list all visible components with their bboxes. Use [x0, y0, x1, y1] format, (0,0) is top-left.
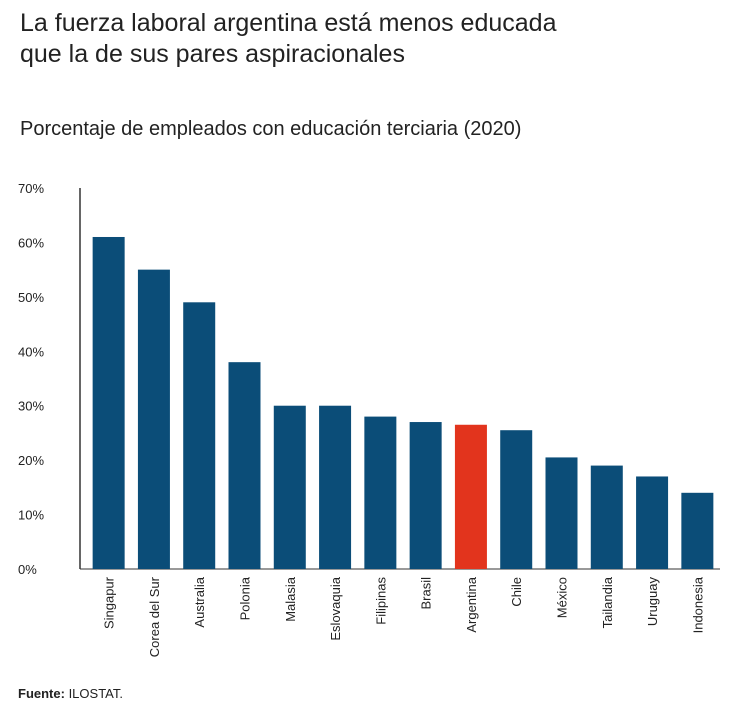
y-tick-label: 10% [18, 508, 44, 523]
x-tick-label: Polonia [238, 576, 253, 620]
y-tick-label: 40% [18, 344, 44, 359]
source-text: ILOSTAT. [64, 686, 123, 701]
bar-eslovaquia [319, 405, 352, 569]
bar-australia [183, 302, 216, 569]
x-tick-label: Chile [509, 577, 524, 607]
x-tick-label: Argentina [464, 576, 479, 632]
x-tick-label: Uruguay [645, 577, 660, 627]
x-tick-label: Brasil [419, 577, 434, 610]
bar-malasia [273, 405, 306, 569]
bar-m-xico [545, 457, 578, 569]
x-tick-label: Singapur [102, 576, 117, 629]
x-tick-label: Filipinas [373, 577, 388, 625]
bar-indonesia [681, 492, 714, 569]
x-tick-label: Corea del Sur [147, 576, 162, 657]
chart-title-line-1: La fuerza laboral argentina está menos e… [20, 9, 557, 37]
x-tick-label: Malasia [283, 576, 298, 622]
source-label: Fuente: [18, 686, 65, 701]
y-tick-label: 0% [18, 562, 37, 577]
bar-chart: 0% 10% 20% 30% 40% 50% 60% 70% Singapur Corea del… [18, 181, 720, 657]
bar-polonia [228, 362, 261, 569]
bar-brasil [409, 422, 442, 569]
bar-tailandia [590, 465, 623, 569]
bar-filipinas [364, 416, 397, 569]
chart-title: La fuerza laboral argentina está menos e… [20, 8, 710, 70]
x-tick-label: México [555, 577, 570, 618]
x-tick-label: Indonesia [690, 576, 705, 633]
x-tick-label: Eslovaquia [328, 576, 343, 640]
y-tick-label: 50% [18, 290, 44, 305]
bar-singapur [92, 236, 125, 569]
bar-uruguay [636, 476, 669, 569]
bar-chile [500, 430, 533, 569]
y-tick-label: 20% [18, 453, 44, 468]
chart-subtitle: Porcentaje de empleados con educación te… [20, 118, 522, 140]
y-tick-label: 60% [18, 235, 44, 250]
bar-corea-del-sur [137, 269, 170, 569]
source-note: Fuente: ILOSTAT. [18, 686, 123, 701]
y-tick-label: 70% [18, 181, 44, 196]
bar-argentina [454, 424, 487, 569]
chart-title-line-2: que la de sus pares aspiracionales [20, 40, 405, 68]
y-tick-label: 30% [18, 399, 44, 414]
x-tick-label: Tailandia [600, 576, 615, 628]
x-tick-label: Australia [192, 576, 207, 627]
